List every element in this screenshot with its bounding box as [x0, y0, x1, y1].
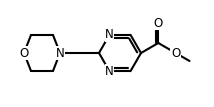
Text: O: O — [19, 47, 29, 59]
Text: N: N — [56, 47, 64, 59]
Text: O: O — [171, 47, 180, 59]
Text: N: N — [105, 28, 114, 41]
Text: N: N — [105, 65, 114, 78]
Text: O: O — [154, 16, 163, 30]
